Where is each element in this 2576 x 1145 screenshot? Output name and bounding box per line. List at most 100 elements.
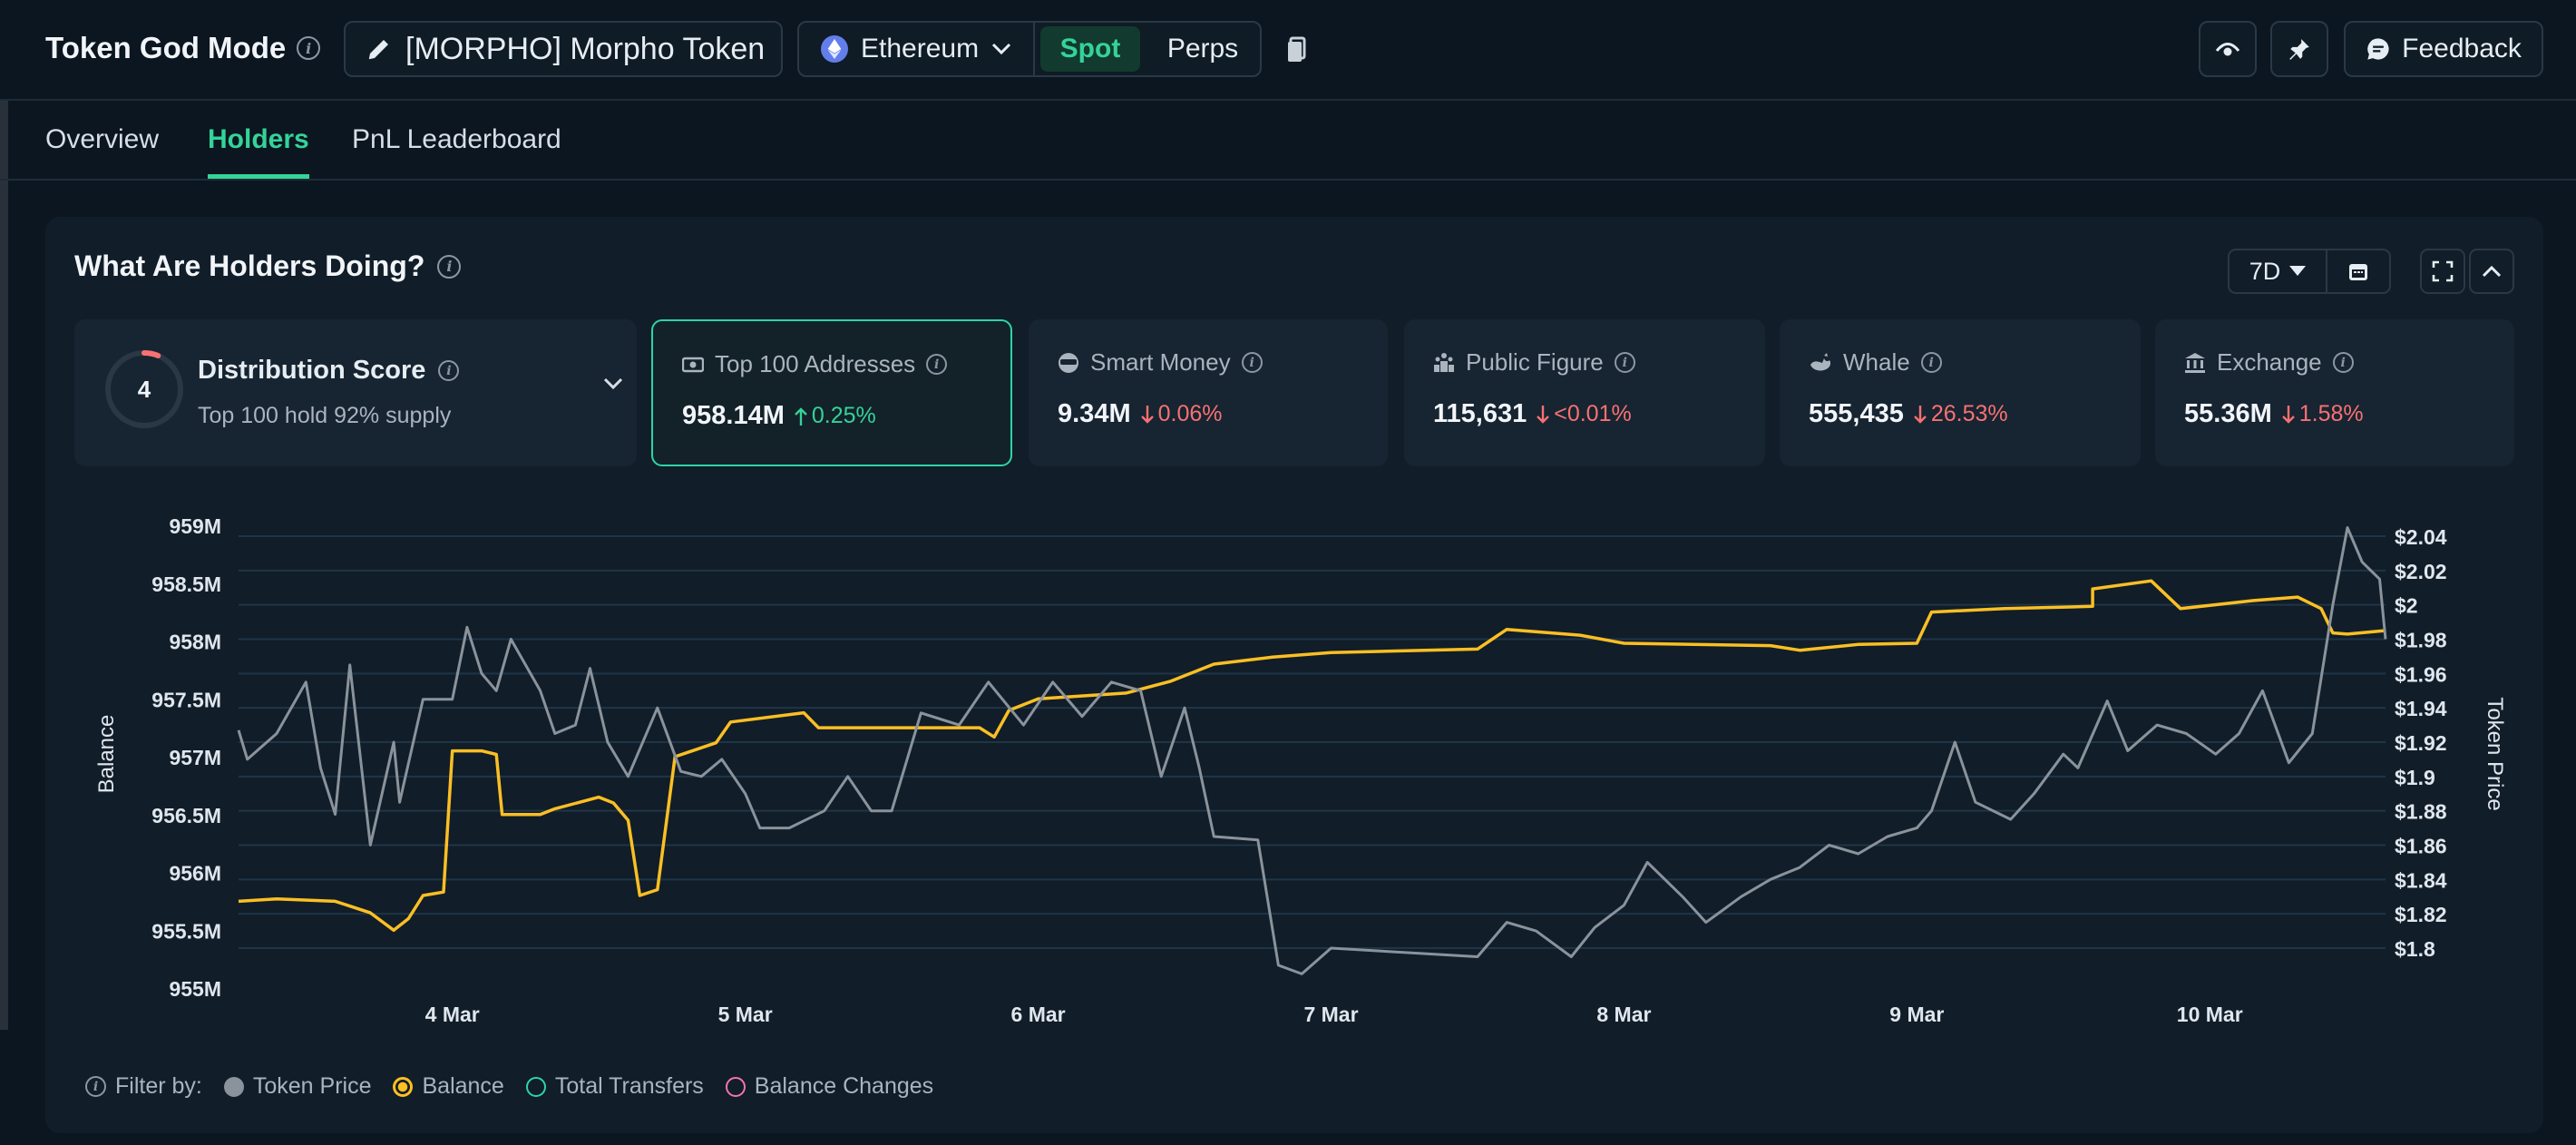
card-exchange[interactable]: Exchange i 55.36M 1.58% xyxy=(2155,319,2514,466)
info-icon[interactable]: i xyxy=(297,36,321,60)
caret-down-icon xyxy=(2289,266,2307,276)
info-icon[interactable]: i xyxy=(437,254,462,279)
card-label: Top 100 Addresses i xyxy=(682,350,948,378)
filter-balance[interactable]: Balance xyxy=(393,1073,504,1100)
arrow-down-icon xyxy=(1140,405,1154,424)
change-text: 1.58% xyxy=(2298,401,2364,426)
card-value: 958.14M 0.25% xyxy=(682,401,876,431)
balance-line xyxy=(238,579,2386,933)
info-icon[interactable]: i xyxy=(1920,352,1942,373)
change-badge: 1.58% xyxy=(2281,401,2364,427)
token-price-line xyxy=(237,526,2387,975)
holders-panel: What Are Holders Doing? i 7D 4 Distribut… xyxy=(45,217,2543,1133)
section-tabs: Overview Holders PnL Leaderboard xyxy=(0,101,2576,181)
x-tick-label: 7 Mar xyxy=(1303,1003,1358,1026)
card-smart-money[interactable]: Smart Money i 9.34M 0.06% xyxy=(1029,319,1388,466)
filter-label-text: Filter by: xyxy=(115,1073,202,1099)
legend-dot xyxy=(223,1076,244,1097)
distribution-subtitle: Top 100 hold 92% supply xyxy=(198,403,452,428)
change-text: 26.53% xyxy=(1930,401,2008,426)
expand-icon xyxy=(2432,260,2454,282)
y2-axis-title: Token Price xyxy=(2483,697,2507,810)
change-badge: 0.25% xyxy=(794,403,876,429)
x-tick-label: 5 Mar xyxy=(718,1003,773,1026)
fullscreen-button[interactable] xyxy=(2420,249,2465,294)
change-badge: 26.53% xyxy=(1913,401,2008,427)
tab-pnl-leaderboard[interactable]: PnL Leaderboard xyxy=(352,124,561,154)
price-tick-label: $2.04 xyxy=(2395,525,2447,549)
info-icon[interactable]: i xyxy=(926,354,948,375)
change-badge: 0.06% xyxy=(1140,401,1223,427)
card-public-figure[interactable]: Public Figure i 115,631 <0.01% xyxy=(1404,319,1765,466)
panel-title-text: What Are Holders Doing? xyxy=(74,250,425,282)
pencil-icon xyxy=(368,40,388,60)
price-tick-label: $1.92 xyxy=(2395,731,2447,755)
filter-item-label: Balance Changes xyxy=(754,1073,934,1099)
distribution-title: Distribution Score i xyxy=(198,356,460,386)
chain-selector[interactable]: Ethereum xyxy=(799,23,1035,75)
card-whale[interactable]: Whale i 555,435 26.53% xyxy=(1780,319,2141,466)
podium-icon xyxy=(1434,352,1454,372)
card-value-text: 55.36M xyxy=(2184,399,2272,428)
tab-spot[interactable]: Spot xyxy=(1040,26,1140,72)
change-text: 0.25% xyxy=(811,403,876,428)
arrow-down-icon xyxy=(1913,405,1927,424)
arrow-up-icon xyxy=(795,406,807,426)
filter-total-transfers[interactable]: Total Transfers xyxy=(525,1073,704,1100)
period-selector[interactable]: 7D xyxy=(2230,250,2327,292)
feedback-label: Feedback xyxy=(2402,34,2522,64)
chat-bubble-icon xyxy=(2367,38,2389,60)
card-top-100-addresses[interactable]: Top 100 Addresses i 958.14M 0.25% xyxy=(651,319,1012,466)
legend-dot xyxy=(393,1076,414,1097)
change-badge: <0.01% xyxy=(1536,401,1632,427)
info-icon[interactable]: i xyxy=(1614,352,1635,373)
tab-perps[interactable]: Perps xyxy=(1166,34,1239,64)
chain-label: Ethereum xyxy=(861,34,980,64)
bank-icon xyxy=(2185,352,2205,373)
card-label-text: Public Figure xyxy=(1466,348,1604,376)
price-tick-label: $2.02 xyxy=(2395,560,2447,583)
price-tick-label: $1.94 xyxy=(2395,697,2447,720)
tab-holders[interactable]: Holders xyxy=(208,124,309,179)
x-tick-label: 10 Mar xyxy=(2177,1003,2243,1026)
distribution-score-card[interactable]: 4 Distribution Score i Top 100 hold 92% … xyxy=(74,319,637,466)
balance-tick-label: 958M xyxy=(169,631,221,654)
app-title: Token God Mode i xyxy=(45,31,321,65)
price-tick-label: $1.98 xyxy=(2395,629,2447,652)
legend-dot xyxy=(725,1076,746,1097)
info-icon[interactable]: i xyxy=(2332,352,2354,373)
price-tick-label: $1.9 xyxy=(2395,766,2435,789)
tab-overview[interactable]: Overview xyxy=(45,124,160,154)
card-label-text: Smart Money xyxy=(1090,348,1231,376)
card-value-text: 555,435 xyxy=(1809,399,1904,428)
collapse-button[interactable] xyxy=(2469,249,2514,294)
token-selector-button[interactable]: [MORPHO] Morpho Token xyxy=(344,21,783,77)
chevron-down-icon[interactable] xyxy=(603,377,623,390)
card-value-text: 958.14M xyxy=(682,401,785,430)
panel-title: What Are Holders Doing? i xyxy=(74,250,462,283)
filter-token-price[interactable]: Token Price xyxy=(223,1073,371,1100)
x-tick-label: 6 Mar xyxy=(1011,1003,1066,1026)
price-tick-label: $1.8 xyxy=(2395,937,2435,961)
card-value-text: 9.34M xyxy=(1058,399,1131,428)
filter-item-label: Total Transfers xyxy=(554,1073,704,1099)
period-controls: 7D xyxy=(2228,249,2391,294)
info-icon[interactable]: i xyxy=(438,360,460,381)
period-label: 7D xyxy=(2249,257,2281,285)
copy-icon[interactable] xyxy=(1286,36,1308,64)
balance-tick-label: 957.5M xyxy=(151,688,221,711)
x-tick-label: 9 Mar xyxy=(1889,1003,1944,1026)
info-icon[interactable]: i xyxy=(85,1076,106,1097)
sunglasses-icon xyxy=(1059,352,1078,373)
card-label-text: Top 100 Addresses xyxy=(715,350,916,377)
pin-button[interactable] xyxy=(2270,21,2328,77)
feedback-button[interactable]: Feedback xyxy=(2344,21,2543,77)
info-icon[interactable]: i xyxy=(1241,352,1263,373)
price-tick-label: $1.88 xyxy=(2395,800,2447,824)
calendar-button[interactable] xyxy=(2327,250,2389,292)
holders-chart[interactable]: $2.04 $2.02 $2 $1.98 $1.96 $1.94 $1.92 $1.9 $1.8… xyxy=(45,217,2543,1061)
filter-balance-changes[interactable]: Balance Changes xyxy=(725,1073,934,1100)
price-tick-label: $2 xyxy=(2395,594,2418,618)
watch-button[interactable] xyxy=(2199,21,2257,77)
balance-tick-label: 958.5M xyxy=(151,572,221,596)
